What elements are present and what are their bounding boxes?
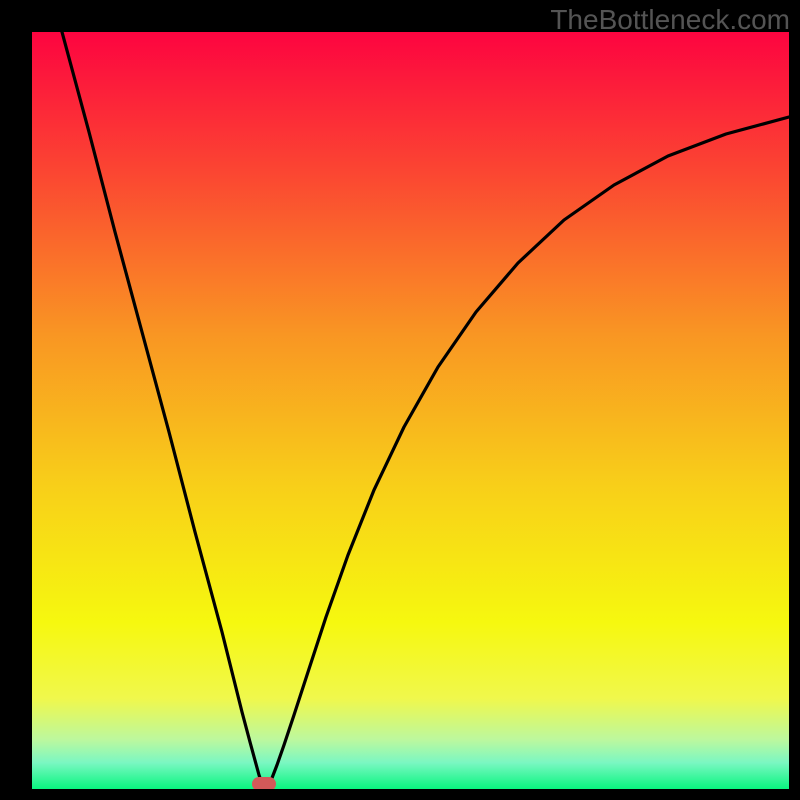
chart-container: TheBottleneck.com (0, 0, 800, 800)
minimum-marker (252, 777, 276, 789)
plot-area (32, 32, 789, 789)
curve-line (32, 32, 789, 789)
watermark-text: TheBottleneck.com (550, 4, 790, 36)
